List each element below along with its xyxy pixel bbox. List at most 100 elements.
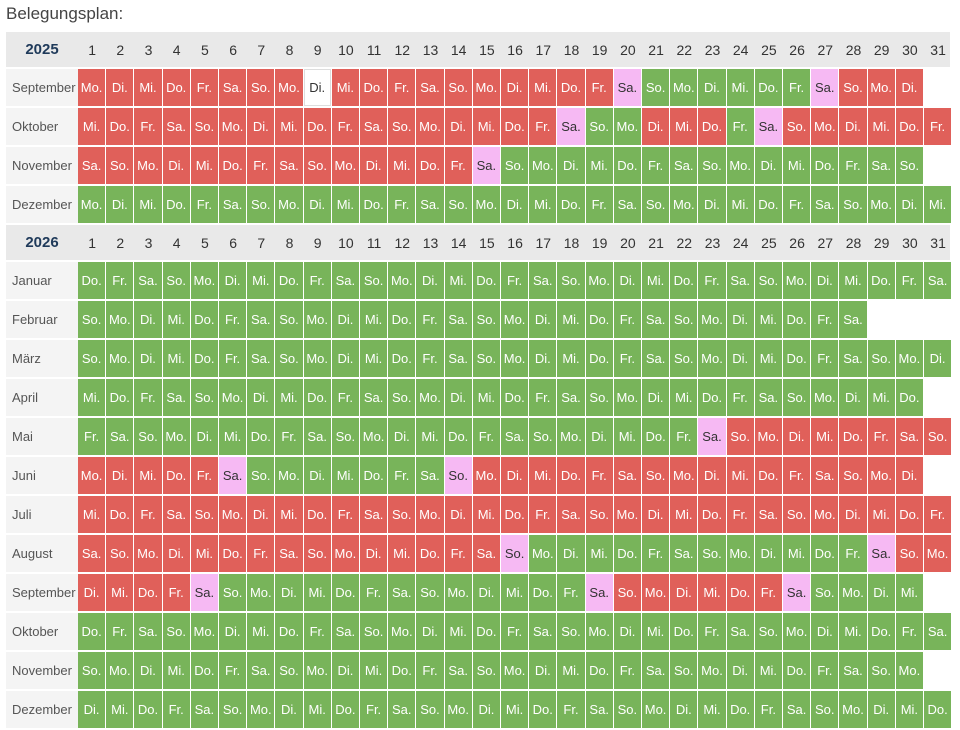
day-cell[interactable]: Sa.	[783, 574, 811, 611]
day-cell[interactable]: Di.	[501, 69, 529, 106]
day-cell[interactable]: Fr.	[783, 186, 811, 223]
day-cell[interactable]: Di.	[839, 108, 867, 145]
day-cell[interactable]: Di.	[613, 613, 641, 650]
day-cell[interactable]: Di.	[811, 262, 839, 299]
day-cell[interactable]: Mi.	[867, 496, 895, 533]
day-cell[interactable]: Mi.	[613, 418, 641, 455]
day-cell[interactable]: Do.	[134, 574, 162, 611]
day-cell[interactable]: Di.	[726, 301, 754, 338]
day-cell[interactable]: Fr.	[726, 108, 754, 145]
day-cell[interactable]: Fr.	[134, 496, 162, 533]
day-cell[interactable]: Do.	[867, 262, 895, 299]
day-cell[interactable]: Mi.	[811, 418, 839, 455]
day-cell[interactable]: Mi.	[557, 340, 585, 377]
day-cell[interactable]: Sa.	[416, 457, 444, 494]
day-cell[interactable]: Mi.	[726, 186, 754, 223]
day-cell[interactable]: Fr.	[219, 652, 247, 689]
day-cell[interactable]: Mo.	[247, 574, 275, 611]
day-cell[interactable]: So.	[726, 418, 754, 455]
day-cell[interactable]: Mo.	[388, 613, 416, 650]
day-cell[interactable]: Sa.	[867, 147, 895, 184]
day-cell[interactable]: Di.	[642, 379, 670, 416]
day-cell[interactable]: Fr.	[924, 496, 952, 533]
day-cell[interactable]: Sa.	[557, 496, 585, 533]
day-cell[interactable]: Do.	[783, 340, 811, 377]
day-cell[interactable]: Fr.	[331, 496, 359, 533]
day-cell[interactable]: Di.	[557, 147, 585, 184]
day-cell[interactable]: Mi.	[726, 69, 754, 106]
day-cell[interactable]: Mo.	[726, 535, 754, 572]
day-cell[interactable]: Fr.	[134, 108, 162, 145]
day-cell[interactable]: Di.	[698, 186, 726, 223]
day-cell[interactable]: Mo.	[698, 652, 726, 689]
day-cell[interactable]: Mo.	[331, 535, 359, 572]
day-cell[interactable]: Sa.	[924, 262, 952, 299]
day-cell[interactable]: Sa.	[444, 301, 472, 338]
day-cell[interactable]: So.	[585, 379, 613, 416]
day-cell[interactable]: Mo.	[275, 69, 303, 106]
day-cell[interactable]: Mo.	[642, 691, 670, 728]
day-cell[interactable]: So.	[275, 340, 303, 377]
day-cell[interactable]: Do.	[585, 652, 613, 689]
day-cell[interactable]: Do.	[670, 262, 698, 299]
day-cell[interactable]: Do.	[754, 69, 782, 106]
day-cell[interactable]: Sa.	[754, 108, 782, 145]
day-cell[interactable]: Sa.	[613, 457, 641, 494]
day-cell[interactable]: Fr.	[557, 574, 585, 611]
day-cell[interactable]: Mi.	[134, 69, 162, 106]
day-cell[interactable]: So.	[839, 69, 867, 106]
day-cell[interactable]: Mo.	[444, 574, 472, 611]
day-cell[interactable]: So.	[219, 691, 247, 728]
day-cell[interactable]: So.	[247, 457, 275, 494]
day-cell[interactable]: So.	[698, 535, 726, 572]
day-cell[interactable]: Mi.	[162, 301, 190, 338]
day-cell[interactable]: Mo.	[106, 301, 134, 338]
day-cell[interactable]: So.	[811, 691, 839, 728]
day-cell[interactable]: Di.	[501, 457, 529, 494]
day-cell[interactable]: Fr.	[247, 147, 275, 184]
day-cell[interactable]: So.	[275, 301, 303, 338]
day-cell[interactable]: So.	[670, 301, 698, 338]
day-cell[interactable]: Mi.	[360, 652, 388, 689]
day-cell[interactable]: Mo.	[529, 147, 557, 184]
day-cell[interactable]: Mo.	[698, 340, 726, 377]
day-cell[interactable]: Do.	[190, 340, 218, 377]
day-cell[interactable]: Mo.	[472, 457, 500, 494]
day-cell[interactable]: Sa.	[754, 379, 782, 416]
day-cell[interactable]: Mo.	[585, 613, 613, 650]
day-cell[interactable]: Sa.	[388, 691, 416, 728]
day-cell[interactable]: Mi.	[726, 457, 754, 494]
day-cell[interactable]: Fr.	[811, 340, 839, 377]
day-cell[interactable]: Di.	[867, 691, 895, 728]
day-cell[interactable]: Mi.	[331, 186, 359, 223]
day-cell[interactable]: Sa.	[613, 69, 641, 106]
day-cell[interactable]: Di.	[895, 186, 923, 223]
day-cell[interactable]: Fr.	[585, 69, 613, 106]
day-cell[interactable]: Do.	[360, 186, 388, 223]
day-cell[interactable]: Do.	[895, 379, 923, 416]
day-cell[interactable]: Mi.	[698, 691, 726, 728]
day-cell[interactable]: So.	[162, 262, 190, 299]
day-cell[interactable]: So.	[106, 147, 134, 184]
day-cell[interactable]: Sa.	[726, 262, 754, 299]
day-cell[interactable]: Fr.	[219, 301, 247, 338]
day-cell[interactable]: Sa.	[444, 340, 472, 377]
day-cell[interactable]: Sa.	[811, 186, 839, 223]
day-cell[interactable]: Sa.	[783, 691, 811, 728]
day-cell[interactable]: Di.	[754, 535, 782, 572]
day-cell[interactable]: Mi.	[642, 613, 670, 650]
day-cell[interactable]: Mi.	[529, 457, 557, 494]
day-cell[interactable]: Mo.	[867, 186, 895, 223]
day-cell[interactable]: Mo.	[416, 379, 444, 416]
day-cell[interactable]: Sa.	[388, 574, 416, 611]
day-cell[interactable]: Fr.	[811, 301, 839, 338]
day-cell[interactable]: Fr.	[642, 535, 670, 572]
day-cell[interactable]: Do.	[670, 613, 698, 650]
day-cell[interactable]: Mi.	[472, 496, 500, 533]
day-cell[interactable]: Sa.	[303, 418, 331, 455]
day-cell[interactable]: Sa.	[444, 652, 472, 689]
day-cell[interactable]: Mo.	[501, 301, 529, 338]
day-cell[interactable]: Mi.	[867, 108, 895, 145]
day-cell[interactable]: Mi.	[275, 496, 303, 533]
day-cell[interactable]: Di.	[726, 652, 754, 689]
